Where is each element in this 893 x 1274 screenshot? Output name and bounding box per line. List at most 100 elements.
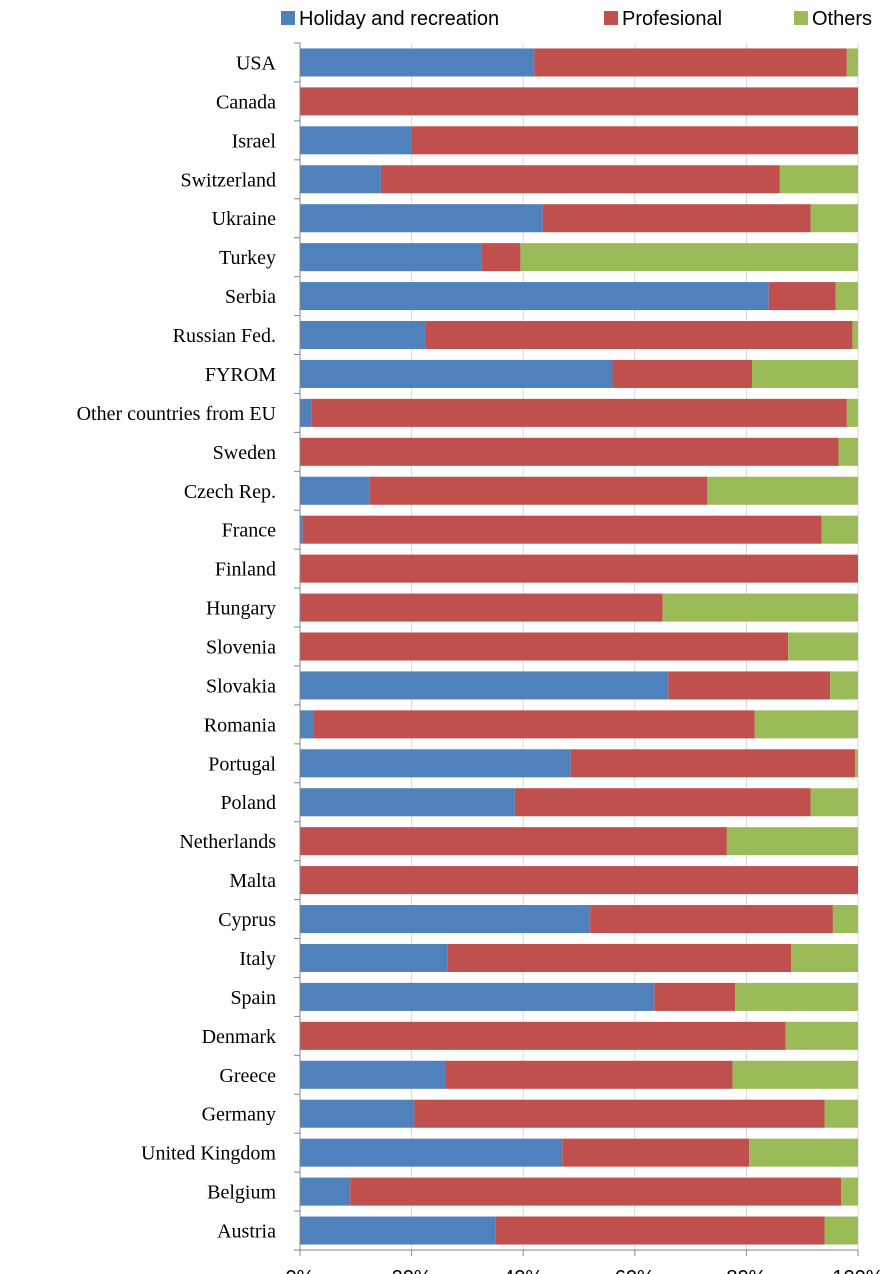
bar-segment <box>300 48 535 77</box>
bar-segment <box>300 749 571 778</box>
x-tick-label: 20% <box>392 1267 432 1274</box>
bar-segment <box>300 126 412 155</box>
bar-segment <box>425 320 853 350</box>
bar-segment <box>855 749 858 778</box>
bar-segment <box>768 282 836 311</box>
bar-segment <box>749 1138 858 1167</box>
category-label: Denmark <box>202 1026 276 1048</box>
category-label: Serbia <box>225 286 276 308</box>
bar-segment <box>654 982 736 1011</box>
bar-segment <box>846 48 858 77</box>
category-label: Germany <box>202 1104 276 1126</box>
x-tick-label: 80% <box>726 1267 766 1274</box>
category-label: Ukraine <box>212 208 277 230</box>
category-label: Switzerland <box>180 169 276 191</box>
legend-label: Profesional <box>622 8 722 30</box>
bar-segment <box>300 1060 446 1089</box>
chart-legend: Holiday and recreation Profesional Others <box>281 8 872 30</box>
x-tick-labels: 0% 20% 40% 60% 80% 100% <box>286 1267 884 1274</box>
category-label: Greece <box>219 1065 276 1087</box>
bar-segment <box>300 515 303 544</box>
category-label: Netherlands <box>179 831 276 853</box>
bar-segment <box>300 788 515 817</box>
bar-segment <box>824 1216 858 1245</box>
bar-segment <box>570 749 856 778</box>
category-label: Czech Rep. <box>184 481 276 503</box>
category-label: Belgium <box>207 1182 276 1204</box>
bar-segment <box>447 943 792 973</box>
bar-segment <box>300 476 370 505</box>
bar-segment <box>751 359 858 388</box>
bar-segment <box>846 398 858 427</box>
category-label: Israel <box>232 130 277 152</box>
bar-segment <box>838 437 858 466</box>
bar-segment <box>810 788 858 817</box>
bar-segment <box>612 359 752 388</box>
bar-segment <box>835 282 858 311</box>
bar-segment <box>824 1099 858 1128</box>
bar-segment <box>779 165 858 194</box>
bar-segment <box>445 1060 733 1089</box>
bar-segment <box>832 905 858 934</box>
category-label: Romania <box>204 714 276 736</box>
bar-segment <box>313 710 755 739</box>
bar-segment <box>300 554 858 583</box>
bar-segment <box>300 632 789 661</box>
bar-segment <box>735 982 858 1011</box>
bar-segment <box>300 905 591 934</box>
category-label: Poland <box>220 792 276 814</box>
bar-segment <box>732 1060 858 1089</box>
x-tick-label: 60% <box>615 1267 655 1274</box>
category-label: Italy <box>239 948 276 970</box>
bar-segment <box>520 243 858 272</box>
category-label: Austria <box>217 1221 276 1243</box>
bar-segment <box>300 866 858 895</box>
bar-segment <box>481 243 521 272</box>
x-tick-label: 40% <box>503 1267 543 1274</box>
bar-segment <box>841 1177 858 1206</box>
bar-segment <box>300 204 543 233</box>
bar-segment <box>754 710 858 739</box>
legend-label: Others <box>812 8 872 30</box>
category-label: Slovenia <box>206 637 276 659</box>
category-label: Cyprus <box>218 909 276 931</box>
category-label: Sweden <box>213 442 276 464</box>
bar-segment <box>369 476 708 505</box>
bar-segment <box>380 165 780 194</box>
category-label: Russian Fed. <box>173 325 276 347</box>
bar-segment <box>788 632 858 661</box>
bar-segment <box>302 515 822 544</box>
category-label: France <box>222 520 277 542</box>
bar-segment <box>542 204 811 233</box>
legend-swatch <box>604 11 618 25</box>
bar-segment <box>300 320 426 350</box>
bar-segment <box>300 398 312 427</box>
category-label: Turkey <box>219 247 276 269</box>
bar-segment <box>414 1099 825 1128</box>
x-tick-label: 100% <box>832 1267 883 1274</box>
bar-segment <box>562 1138 750 1167</box>
bar-segment <box>300 982 655 1011</box>
bar-segment <box>495 1216 825 1245</box>
bar-segment <box>852 320 858 350</box>
chart-bars <box>300 48 858 1245</box>
bar-segment <box>821 515 858 544</box>
bar-segment <box>514 788 811 817</box>
bar-segment <box>300 1138 563 1167</box>
bar-segment <box>662 593 858 622</box>
x-tick-label: 0% <box>286 1267 315 1274</box>
bar-segment <box>590 905 833 934</box>
chart-axes <box>294 42 859 1256</box>
bar-segment <box>300 243 482 272</box>
bar-segment <box>311 398 847 427</box>
bar-segment <box>791 943 858 973</box>
bar-segment <box>785 1021 858 1050</box>
bar-segment <box>350 1177 842 1206</box>
bar-segment <box>300 1099 415 1128</box>
category-label: Other countries from EU <box>77 403 277 425</box>
category-label: Portugal <box>208 753 276 775</box>
category-label: Slovakia <box>206 675 276 697</box>
legend-swatch <box>794 11 808 25</box>
category-label: Hungary <box>206 598 276 620</box>
